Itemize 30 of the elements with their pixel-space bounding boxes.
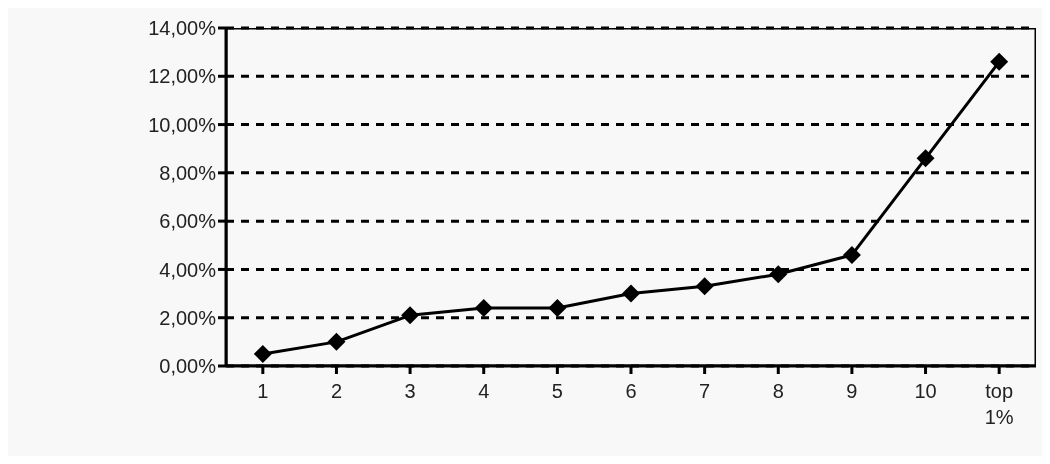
point	[474, 299, 493, 318]
y-tick-label: 2,00%	[159, 306, 217, 329]
y-tick-label: 4,00%	[159, 258, 217, 281]
x-tick-label: 4	[478, 380, 490, 402]
x-tick-label: 10	[914, 380, 937, 402]
y-tick-label: 0,00%	[159, 355, 217, 378]
x-tick-label: 6	[625, 380, 637, 402]
point	[695, 277, 714, 296]
x-tick-label: 2	[330, 380, 343, 402]
x-tick-label: 8	[772, 380, 784, 402]
point	[253, 344, 272, 363]
x-tick-label: 9	[846, 380, 858, 402]
x-tick-label: 3	[404, 380, 416, 402]
x-tick-label: top 1%	[984, 380, 1014, 428]
point	[842, 245, 861, 264]
y-tick-label: 14,00%	[148, 17, 217, 40]
y-tick-label: 6,00%	[159, 210, 217, 233]
point	[401, 306, 420, 325]
x-tick-label: 7	[699, 380, 711, 402]
y-tick-label: 10,00%	[148, 113, 217, 136]
point	[990, 52, 1009, 71]
point	[769, 265, 788, 284]
x-tick-label: 5	[551, 380, 563, 402]
y-tick-label: 12,00%	[148, 65, 217, 88]
point	[548, 299, 567, 318]
point	[916, 149, 935, 168]
y-tick-label: 8,00%	[159, 161, 217, 184]
x-tick-label: 1	[257, 380, 269, 402]
point	[327, 332, 346, 351]
point	[622, 284, 640, 303]
